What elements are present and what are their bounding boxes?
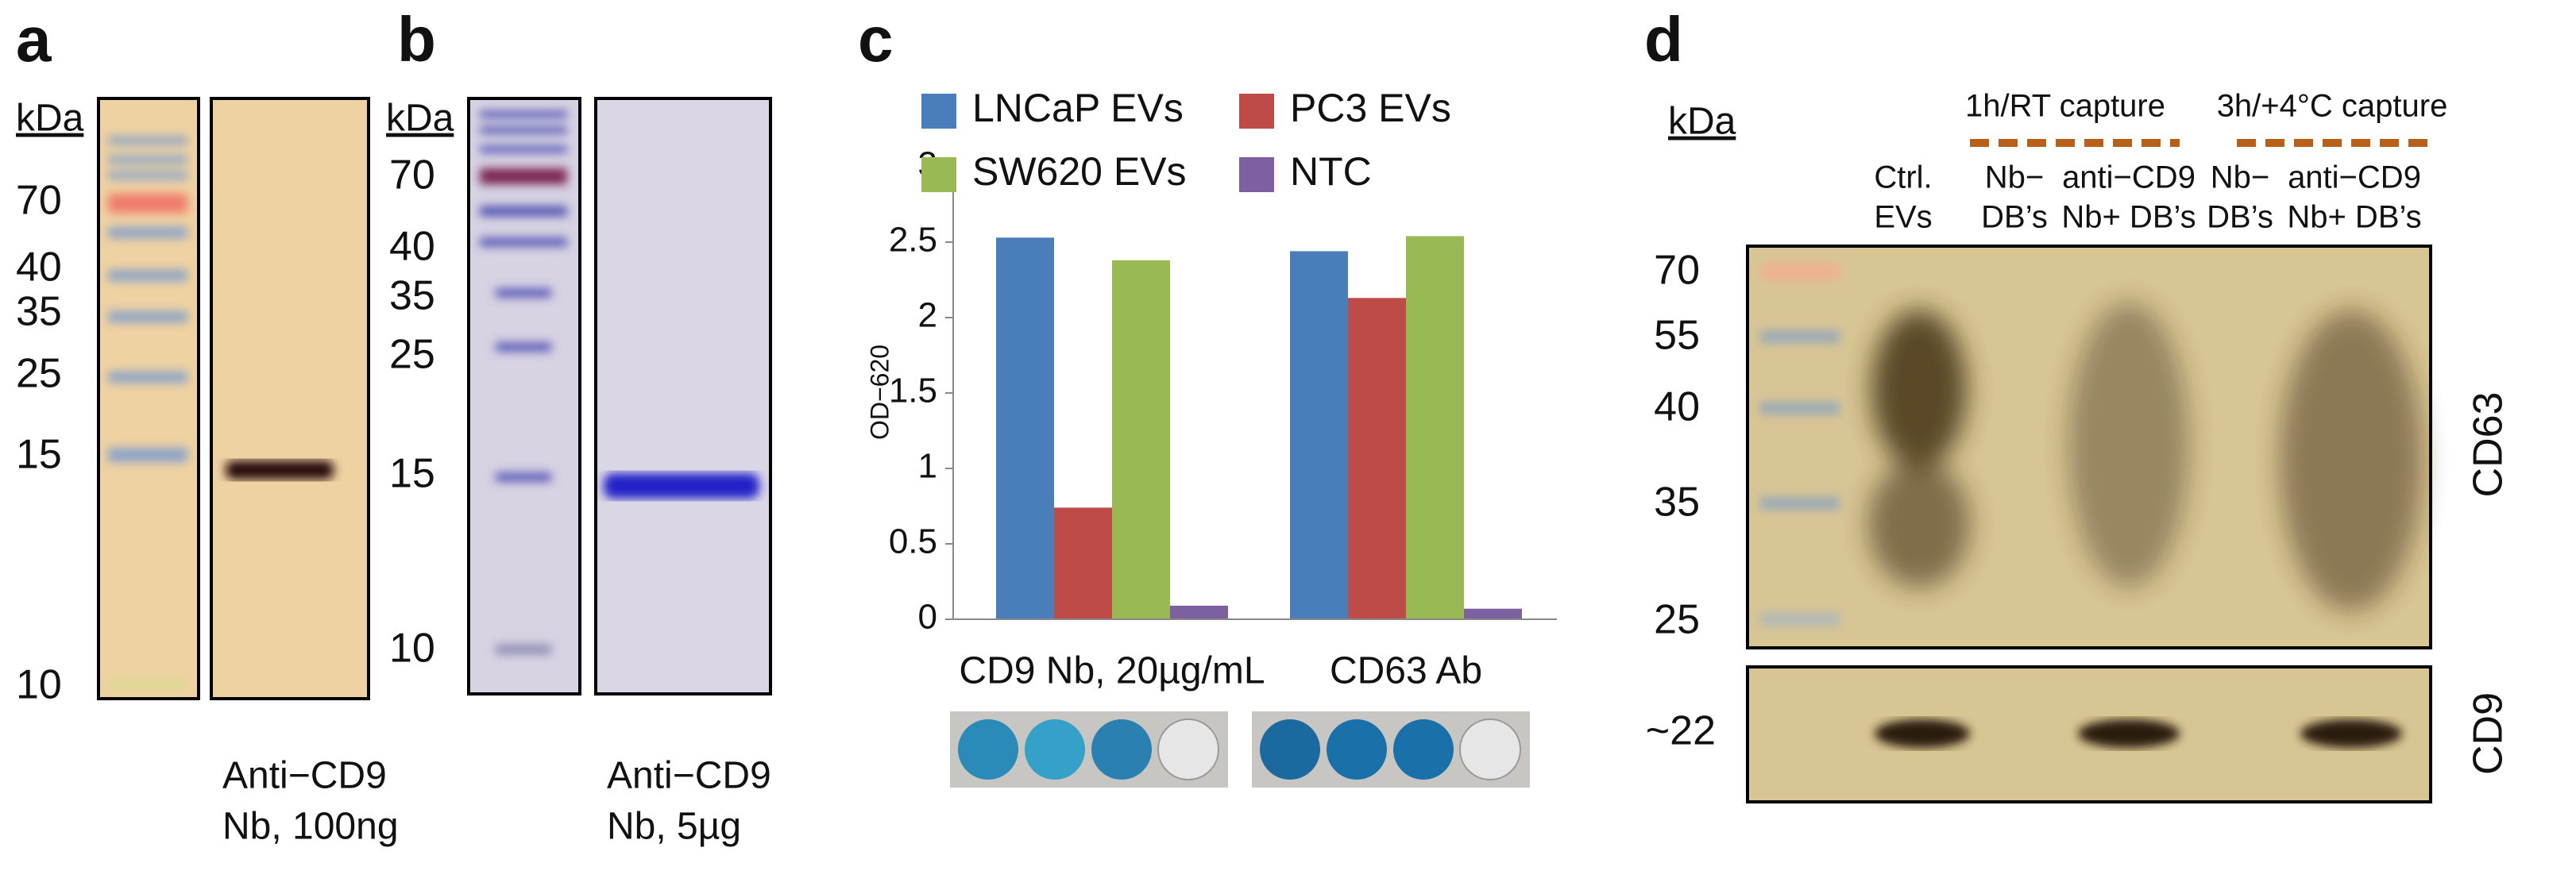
legend-swatch [921, 94, 956, 129]
y-tick-label: 1 [918, 447, 937, 486]
lane-label: Nb, 100ng [222, 806, 399, 848]
band [226, 460, 334, 480]
legend-label: LNCaP EVs [972, 86, 1184, 130]
marker-label: 15 [16, 432, 62, 478]
blot-signal [1760, 264, 2423, 626]
lane-label: anti−CD9 [2288, 160, 2421, 195]
y-tick-label: 2.5 [889, 221, 937, 260]
panel-letter: d [1644, 4, 1683, 75]
panel-letter: b [397, 4, 436, 75]
marker-label: 10 [16, 662, 62, 708]
lane-label: Anti−CD9 [607, 755, 771, 797]
legend-swatch [1239, 157, 1274, 192]
lane-label: DB’s [1981, 200, 2048, 235]
bar [1170, 605, 1228, 619]
legend-label: NTC [1290, 149, 1372, 194]
marker-label: 25 [16, 351, 62, 397]
marker-label: 70 [1654, 248, 1700, 294]
well-image [950, 711, 1530, 788]
lane-label: DB’s [2207, 200, 2273, 235]
lane-label: EVs [1874, 200, 1932, 235]
y-tick-label: 0.5 [889, 522, 937, 561]
panel-letter: a [16, 4, 52, 75]
legend-label: PC3 EVs [1290, 86, 1451, 130]
gel-lane [594, 97, 772, 695]
marker-label: 35 [1654, 480, 1700, 526]
lane-label: Nb+ DB’s [2287, 200, 2421, 235]
ladder [480, 111, 567, 654]
lane-label: Nb, 5µg [607, 806, 741, 848]
y-tick-label: 2 [918, 296, 937, 335]
legend-swatch [1239, 94, 1274, 129]
blot-label: CD9 [2466, 692, 2512, 775]
marker-label: ~22 [1646, 708, 1716, 754]
unit-label: kDa [16, 98, 84, 140]
marker-label: 25 [389, 332, 435, 378]
gel-lane [210, 97, 370, 700]
bar [1112, 260, 1170, 619]
bar [1054, 507, 1112, 619]
marker-label: 70 [389, 152, 435, 198]
bar [1290, 251, 1348, 619]
marker-label: 70 [16, 178, 62, 224]
marker-label: 15 [389, 451, 435, 497]
marker-label: 35 [389, 273, 435, 319]
y-axis-label: OD−620 [865, 345, 894, 440]
ladder [108, 137, 187, 689]
band [604, 473, 759, 499]
blot-signal [1875, 719, 2402, 748]
lane-label: Ctrl. [1874, 160, 1932, 195]
legend-swatch [921, 157, 956, 192]
x-tick-label: CD63 Ab [1330, 650, 1482, 692]
marker-label: 25 [1654, 597, 1700, 643]
unit-label: kDa [386, 98, 454, 140]
group-label: 3h/+4°C capture [2217, 89, 2448, 124]
marker-label: 10 [389, 626, 435, 672]
bar [1464, 608, 1522, 619]
group-label: 1h/RT capture [1965, 89, 2165, 124]
lane-label: Nb+ DB’s [2061, 200, 2196, 235]
gel-lane [467, 97, 581, 695]
lane-label: Nb− [2211, 160, 2270, 195]
blot-label: CD63 [2466, 392, 2512, 498]
marker-label: 40 [389, 224, 435, 270]
marker-label: 55 [1654, 313, 1700, 359]
marker-label: 40 [16, 245, 62, 291]
lane-label: Nb− [1985, 160, 2045, 195]
bar [1406, 236, 1464, 619]
bar [1348, 298, 1406, 619]
legend-label: SW620 EVs [972, 149, 1187, 194]
panel-letter: c [858, 4, 894, 75]
bar [996, 237, 1054, 619]
gel-lane [97, 97, 200, 700]
y-tick-label: 0 [918, 598, 937, 637]
x-tick-label: CD9 Nb, 20µg/mL [959, 650, 1265, 692]
y-tick-label: 1.5 [889, 372, 937, 410]
lane-label: Anti−CD9 [222, 755, 387, 797]
marker-label: 40 [1654, 384, 1700, 430]
lane-label: anti−CD9 [2062, 160, 2196, 195]
marker-label: 35 [16, 289, 62, 335]
unit-label: kDa [1668, 101, 1736, 143]
